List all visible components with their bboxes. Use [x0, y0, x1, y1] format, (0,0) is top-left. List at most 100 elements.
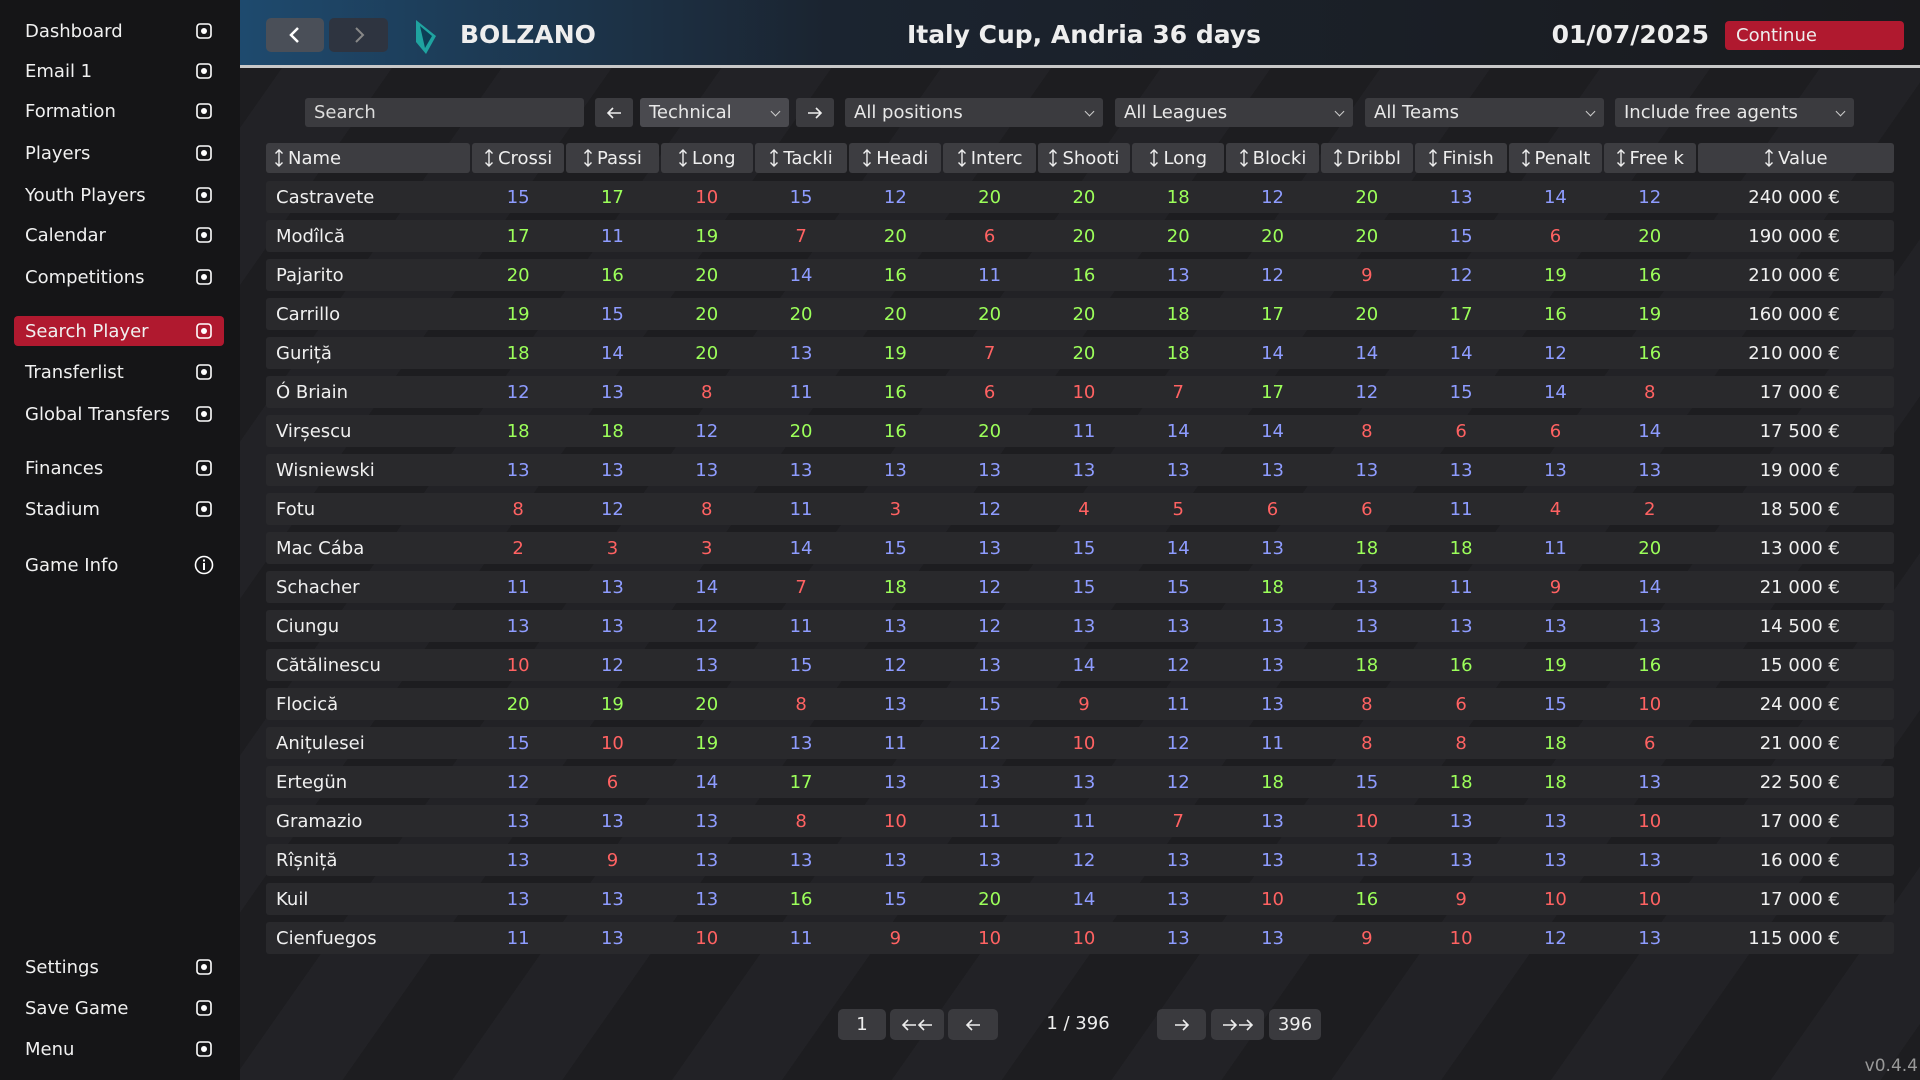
nav-item[interactable]: Settings	[14, 952, 224, 982]
attribute-value: 13	[1072, 459, 1096, 481]
column-header[interactable]: Dribbl	[1320, 143, 1413, 173]
attribute-value: 14	[1072, 654, 1096, 676]
nav-item[interactable]: Email 1	[14, 56, 224, 86]
attribute-value: 7	[1172, 810, 1184, 832]
player-row[interactable]: Gramazio 13 13 13 8 10 11 11 7 13 10 13 13 10 17 000 €	[266, 805, 1894, 837]
column-header[interactable]: Free k	[1603, 143, 1696, 173]
column-header[interactable]: Crossi	[472, 143, 565, 173]
player-row[interactable]: Ó Briain 12 13 8 11 16 6 10 7 17 12 15 14 8 17 000 €	[266, 376, 1894, 408]
attribute-value: 9	[606, 849, 619, 871]
column-label: Tackli	[783, 147, 833, 169]
back-button[interactable]	[266, 18, 324, 52]
player-row[interactable]: Ertegün 12 6 14 17 13 13 13 12 18 15 18 18 13 22 500 €	[266, 766, 1894, 798]
attribute-value: 14	[695, 576, 719, 598]
player-row[interactable]: Wisniewski 13 13 13 13 13 13 13 13 13 13 13 13 13 19 0…	[266, 454, 1894, 486]
nav-item[interactable]: Competitions	[14, 262, 224, 292]
player-row[interactable]: Flocică 20 19 20 8 13 15 9 11 13 8 6 15 10 24 000 €	[266, 688, 1894, 720]
attribute-value: 14	[1449, 342, 1473, 364]
player-row[interactable]: Pajarito 20 16 20 14 16 11 16 13 12 9 12 19 16 210 000…	[266, 259, 1894, 291]
column-header[interactable]: Shooti	[1037, 143, 1131, 173]
player-row[interactable]: Ciungu 13 13 12 11 13 12 13 13 13 13 13 13 13 14 500 €	[266, 610, 1894, 642]
player-row[interactable]: Mac Cába 2 3 3 14 15 13 15 14 13 18 18 11 20 13 000 €	[266, 532, 1894, 564]
sort-icon	[1521, 149, 1530, 167]
nav-icon	[196, 1041, 212, 1057]
player-row[interactable]: Anițulesei 15 10 19 13 11 12 10 12 11 8 8 18 6 21 000 …	[266, 727, 1894, 759]
attribute-value: 11	[978, 264, 1002, 286]
nav-item[interactable]: Search Player	[14, 316, 224, 346]
nav-item[interactable]: Calendar	[14, 220, 224, 250]
player-row[interactable]: Fotu 8 12 8 11 3 12 4 5 6 6 11 4 2 18 500 €	[266, 493, 1894, 525]
player-row[interactable]: Carrillo 19 15 20 20 20 20 20 18 17 20 17 16 19 160 00…	[266, 298, 1894, 330]
jump-back-button[interactable]	[890, 1009, 944, 1040]
nav-item[interactable]: Game Info	[14, 550, 224, 580]
attribute-value: 14	[1166, 420, 1190, 442]
nav-label: Email 1	[25, 60, 93, 82]
player-row[interactable]: Cătălinescu 10 12 13 15 12 13 14 12 13 18 16 19 16 15 …	[266, 649, 1894, 681]
player-row[interactable]: Guriță 18 14 20 13 19 7 20 18 14 14 14 12 16 210 000 €	[266, 337, 1894, 369]
sort-icon	[770, 149, 779, 167]
player-row[interactable]: Rîșniță 13 9 13 13 13 13 12 13 13 13 13 13 13 16 000 €	[266, 844, 1894, 876]
last-page-button[interactable]: 396	[1269, 1009, 1321, 1040]
player-row[interactable]: Kuil 13 13 13 16 15 20 14 13 10 16 9 10 10 17 000 €	[266, 883, 1894, 915]
attribute-value: 13	[1261, 927, 1284, 949]
teams-dropdown[interactable]: All Teams	[1365, 98, 1604, 127]
attribute-value: 6	[1361, 498, 1373, 520]
column-header[interactable]: Blocki	[1226, 143, 1319, 173]
player-row[interactable]: Schacher 11 13 14 7 18 12 15 15 18 13 11 9 14 21 000 €	[266, 571, 1894, 603]
nav-item[interactable]: Dashboard	[14, 16, 224, 46]
attribute-value: 15	[789, 186, 813, 208]
arrow-left-icon	[606, 106, 621, 119]
positions-dropdown[interactable]: All positions	[845, 98, 1103, 127]
nav-item[interactable]: Formation	[14, 96, 224, 126]
column-header[interactable]: Long	[1132, 143, 1225, 173]
sidebar: Dashboard Email 1 Formation Players Youth Pl…	[0, 0, 240, 1080]
continue-button[interactable]: Continue	[1725, 21, 1904, 50]
attribute-value: 13	[978, 654, 1002, 676]
next-view-button[interactable]	[796, 98, 834, 127]
forward-button[interactable]	[329, 18, 388, 52]
player-row[interactable]: Castravete 15 17 10 15 12 20 20 18 12 20 13 14 12 240 …	[266, 181, 1894, 213]
next-page-button[interactable]	[1157, 1009, 1206, 1040]
attribute-value: 2	[512, 537, 524, 559]
prev-page-button[interactable]	[948, 1009, 998, 1040]
prev-view-button[interactable]	[595, 98, 633, 127]
nav-item[interactable]: Players	[14, 138, 224, 168]
first-page-button[interactable]: 1	[838, 1009, 886, 1040]
nav-item[interactable]: Finances	[14, 453, 224, 483]
player-row[interactable]: Cienfuegos 11 13 10 11 9 10 10 13 13 9 10 12 13 115 00…	[266, 922, 1894, 954]
attribute-value: 13	[1261, 654, 1284, 676]
column-label: Crossi	[497, 147, 553, 169]
attribute-value: 16	[1543, 303, 1567, 325]
nav-item[interactable]: Global Transfers	[14, 399, 224, 429]
nav-label: Global Transfers	[25, 403, 170, 425]
column-header[interactable]: Finish	[1414, 143, 1508, 173]
free-agents-dropdown[interactable]: Include free agents	[1615, 98, 1854, 127]
column-header[interactable]: Value	[1697, 143, 1894, 173]
nav-item[interactable]: Youth Players	[14, 180, 224, 210]
attribute-value: 13	[600, 576, 624, 598]
attribute-value: 13	[1166, 927, 1190, 949]
attribute-value: 15	[789, 654, 813, 676]
column-header[interactable]: Tackli	[754, 143, 848, 173]
player-name: Ciungu	[276, 615, 340, 637]
nav-item[interactable]: Transferlist	[14, 357, 224, 387]
column-header[interactable]: Name	[266, 143, 470, 173]
column-header[interactable]: Penalt	[1509, 143, 1602, 173]
leagues-dropdown[interactable]: All Leagues	[1115, 98, 1353, 127]
column-header[interactable]: Headi	[849, 143, 942, 173]
nav-item[interactable]: Menu	[14, 1034, 224, 1064]
player-row[interactable]: Modîlcă 17 11 19 7 20 6 20 20 20 20 15 6 20 190 000 €	[266, 220, 1894, 252]
column-header[interactable]: Long	[660, 143, 753, 173]
column-header[interactable]: Interc	[943, 143, 1036, 173]
column-header[interactable]: Passi	[566, 143, 659, 173]
view-dropdown[interactable]: Technical	[640, 98, 789, 127]
attribute-value: 17	[1261, 303, 1284, 325]
search-input[interactable]: Search	[305, 98, 584, 127]
nav-item[interactable]: Stadium	[14, 494, 224, 524]
player-row[interactable]: Virșescu 18 18 12 20 16 20 11 14 14 8 6 6 14 17 500 €	[266, 415, 1894, 447]
attribute-value: 16	[883, 420, 907, 442]
attribute-value: 15	[978, 693, 1002, 715]
nav-item[interactable]: Save Game	[14, 993, 224, 1023]
jump-forward-button[interactable]	[1211, 1009, 1264, 1040]
